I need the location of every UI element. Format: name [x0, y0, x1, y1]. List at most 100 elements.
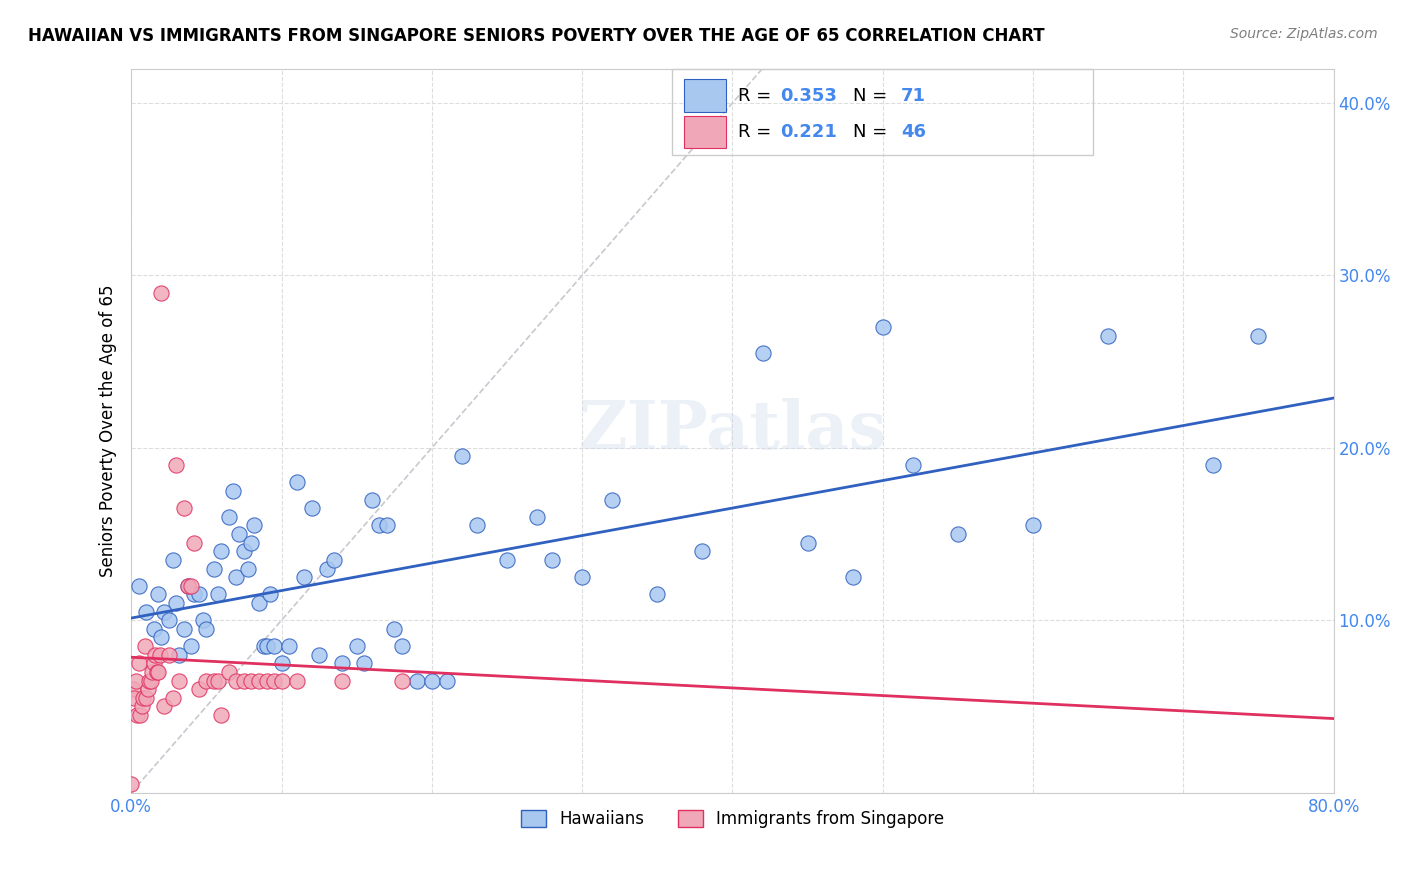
Hawaiians — [207, 587, 229, 601]
Immigrants from Singapore — [391, 673, 413, 688]
Text: Source: ZipAtlas.com: Source: ZipAtlas.com — [1230, 27, 1378, 41]
Immigrants from Singapore — [173, 501, 195, 516]
Immigrants from Singapore — [143, 648, 166, 662]
Hawaiians — [225, 570, 247, 584]
Immigrants from Singapore — [263, 673, 285, 688]
Immigrants from Singapore — [247, 673, 270, 688]
Hawaiians — [193, 613, 215, 627]
Hawaiians — [751, 346, 773, 360]
Hawaiians — [247, 596, 270, 610]
Hawaiians — [451, 450, 474, 464]
Immigrants from Singapore — [330, 673, 353, 688]
Immigrants from Singapore — [148, 665, 170, 679]
Hawaiians — [420, 673, 443, 688]
Hawaiians — [292, 570, 315, 584]
Hawaiians — [1097, 328, 1119, 343]
Immigrants from Singapore — [165, 458, 187, 472]
Hawaiians — [240, 535, 263, 549]
Hawaiians — [796, 535, 818, 549]
Immigrants from Singapore — [157, 648, 180, 662]
Text: 46: 46 — [901, 123, 925, 141]
Hawaiians — [142, 622, 165, 636]
Text: ZIPatlas: ZIPatlas — [578, 398, 887, 463]
Hawaiians — [600, 492, 623, 507]
Hawaiians — [157, 613, 180, 627]
Text: 0.353: 0.353 — [780, 87, 838, 105]
Immigrants from Singapore — [218, 665, 240, 679]
Immigrants from Singapore — [139, 673, 162, 688]
Immigrants from Singapore — [150, 285, 173, 300]
Hawaiians — [541, 553, 564, 567]
Immigrants from Singapore — [180, 579, 202, 593]
Immigrants from Singapore — [121, 682, 143, 697]
Hawaiians — [233, 544, 256, 558]
Hawaiians — [315, 561, 337, 575]
Hawaiians — [270, 657, 292, 671]
Hawaiians — [150, 631, 173, 645]
Hawaiians — [308, 648, 330, 662]
Immigrants from Singapore — [128, 657, 150, 671]
Hawaiians — [252, 639, 274, 653]
Bar — [685, 116, 727, 148]
Immigrants from Singapore — [120, 777, 142, 791]
Hawaiians — [645, 587, 668, 601]
Hawaiians — [405, 673, 427, 688]
Hawaiians — [222, 483, 245, 498]
Immigrants from Singapore — [127, 708, 149, 723]
Hawaiians — [187, 587, 209, 601]
Immigrants from Singapore — [141, 665, 163, 679]
Hawaiians — [1202, 458, 1225, 472]
Hawaiians — [243, 518, 266, 533]
Immigrants from Singapore — [195, 673, 218, 688]
Hawaiians — [346, 639, 368, 653]
Hawaiians — [353, 657, 375, 671]
Hawaiians — [285, 475, 308, 490]
Hawaiians — [173, 622, 195, 636]
Hawaiians — [148, 587, 170, 601]
Immigrants from Singapore — [131, 699, 153, 714]
Hawaiians — [195, 622, 218, 636]
Immigrants from Singapore — [125, 673, 148, 688]
Hawaiians — [391, 639, 413, 653]
Hawaiians — [263, 639, 285, 653]
Hawaiians — [1022, 518, 1045, 533]
Immigrants from Singapore — [134, 639, 156, 653]
Hawaiians — [153, 605, 176, 619]
Text: R =: R = — [738, 87, 778, 105]
Text: 0.221: 0.221 — [780, 123, 838, 141]
Immigrants from Singapore — [256, 673, 278, 688]
Immigrants from Singapore — [187, 682, 209, 697]
Hawaiians — [901, 458, 924, 472]
Immigrants from Singapore — [138, 673, 160, 688]
Hawaiians — [360, 492, 382, 507]
Hawaiians — [256, 639, 278, 653]
Text: R =: R = — [738, 123, 778, 141]
Hawaiians — [872, 320, 894, 334]
Hawaiians — [238, 561, 260, 575]
Immigrants from Singapore — [146, 665, 169, 679]
Bar — [672, 69, 1092, 155]
Hawaiians — [218, 509, 240, 524]
Immigrants from Singapore — [162, 690, 184, 705]
Immigrants from Singapore — [136, 682, 159, 697]
Hawaiians — [259, 587, 281, 601]
Hawaiians — [375, 518, 398, 533]
Immigrants from Singapore — [209, 708, 232, 723]
Immigrants from Singapore — [129, 708, 152, 723]
Hawaiians — [180, 639, 202, 653]
Immigrants from Singapore — [153, 699, 176, 714]
Immigrants from Singapore — [240, 673, 263, 688]
Hawaiians — [301, 501, 323, 516]
Immigrants from Singapore — [135, 690, 157, 705]
Hawaiians — [177, 579, 200, 593]
Immigrants from Singapore — [132, 690, 155, 705]
Immigrants from Singapore — [225, 673, 247, 688]
Hawaiians — [162, 553, 184, 567]
Hawaiians — [278, 639, 301, 653]
Text: HAWAIIAN VS IMMIGRANTS FROM SINGAPORE SENIORS POVERTY OVER THE AGE OF 65 CORRELA: HAWAIIAN VS IMMIGRANTS FROM SINGAPORE SE… — [28, 27, 1045, 45]
Hawaiians — [128, 579, 150, 593]
Hawaiians — [1247, 328, 1270, 343]
Hawaiians — [946, 527, 969, 541]
Y-axis label: Seniors Poverty Over the Age of 65: Seniors Poverty Over the Age of 65 — [100, 285, 117, 577]
Immigrants from Singapore — [169, 673, 191, 688]
